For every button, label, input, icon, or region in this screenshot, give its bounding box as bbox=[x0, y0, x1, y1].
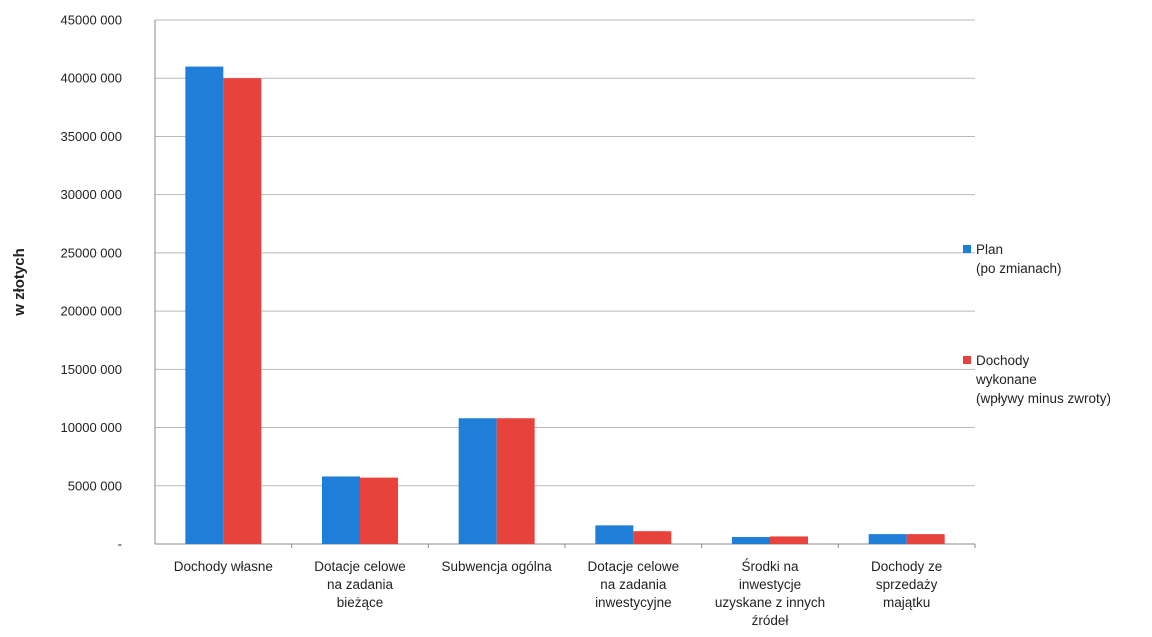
legend-entry: Plan (po zmianach) bbox=[976, 242, 1062, 276]
bar-wykonane bbox=[496, 418, 535, 544]
x-category-label-line: Dochody własne bbox=[174, 559, 273, 574]
legend-entry: Dochody wykonane (wpływy minus zwroty) bbox=[975, 353, 1111, 406]
bar-wykonane bbox=[360, 477, 398, 544]
x-category-label-line: Dotacje celowe bbox=[314, 559, 406, 574]
legend-swatch bbox=[963, 245, 971, 253]
x-category-label-line: źródeł bbox=[752, 613, 789, 628]
x-category-label-line: Dochody ze bbox=[871, 559, 942, 574]
bar-wykonane bbox=[770, 536, 808, 544]
bar-plan bbox=[732, 537, 770, 544]
y-tick-label: - bbox=[118, 537, 122, 552]
legend-swatch bbox=[963, 356, 971, 364]
x-category-label: Dochody własne bbox=[174, 559, 273, 574]
bar-plan bbox=[185, 66, 224, 545]
y-tick-label: 35000 000 bbox=[61, 129, 122, 144]
bar-wykonane bbox=[223, 78, 262, 544]
x-category-label-line: na zadania bbox=[600, 577, 667, 592]
y-tick-label: 20000 000 bbox=[61, 304, 122, 319]
legend-entry-line: Plan bbox=[976, 242, 1003, 257]
x-category-label: Dochody ze sprzedaży majątku bbox=[871, 559, 942, 610]
legend-entry-line: Dochody bbox=[976, 353, 1030, 368]
x-category-label-line: inwestycje bbox=[739, 577, 801, 592]
x-category-label-line: uzyskane z innych bbox=[715, 595, 825, 610]
legend-entry-line: (po zmianach) bbox=[976, 261, 1062, 276]
bar-wykonane bbox=[633, 531, 672, 544]
y-tick-label: 10000 000 bbox=[61, 420, 122, 435]
x-category-label-line: Środki na bbox=[741, 559, 799, 574]
bar-wykonane bbox=[906, 534, 945, 544]
x-category-label-line: na zadania bbox=[327, 577, 394, 592]
x-category-label: Dotacje celowe na zadania bieżące bbox=[314, 559, 406, 610]
x-category-label-line: majątku bbox=[883, 595, 930, 610]
y-tick-label: 5000 000 bbox=[68, 478, 122, 493]
y-axis-label: w złotych bbox=[11, 248, 28, 317]
legend-entry-line: wykonane bbox=[975, 372, 1037, 387]
x-category-label-line: inwestycyjne bbox=[595, 595, 672, 610]
x-category-label: Dotacje celowe na zadania inwestycyjne bbox=[588, 559, 680, 610]
x-category-label-line: Dotacje celowe bbox=[588, 559, 680, 574]
bar-plan bbox=[868, 534, 907, 544]
x-category-label: Subwencja ogólna bbox=[441, 559, 552, 574]
y-tick-label: 40000 000 bbox=[61, 71, 122, 86]
x-category-label-line: sprzedaży bbox=[876, 577, 938, 592]
y-tick-label: 25000 000 bbox=[61, 245, 122, 260]
y-tick-label: 15000 000 bbox=[61, 362, 122, 377]
legend-entry-line: (wpływy minus zwroty) bbox=[976, 391, 1111, 406]
bar-plan bbox=[458, 418, 497, 544]
bar-plan bbox=[322, 476, 360, 544]
x-category-label-line: bieżące bbox=[337, 595, 384, 610]
x-category-label-line: Subwencja ogólna bbox=[441, 559, 552, 574]
y-tick-label: 30000 000 bbox=[61, 187, 122, 202]
x-category-label: Środki na inwestycje uzyskane z innych źród… bbox=[715, 559, 825, 628]
y-tick-label: 45000 000 bbox=[61, 13, 122, 28]
bar-plan bbox=[595, 525, 634, 544]
